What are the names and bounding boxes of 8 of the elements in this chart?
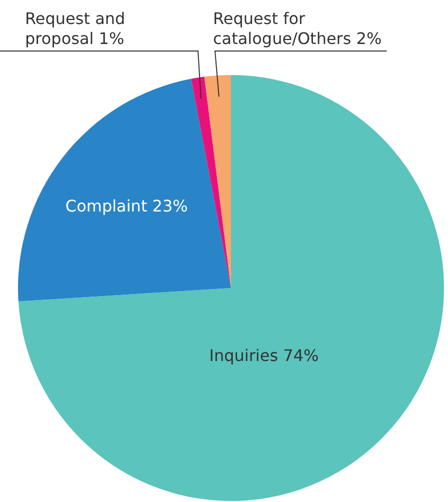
pie-slice (204, 75, 231, 288)
pie-slice (18, 75, 444, 501)
slice-label: Request for catalogue/Others 2% (213, 9, 382, 48)
slice-label: Inquiries 74% (209, 346, 319, 365)
slice-label: Request and proposal 1% (25, 9, 126, 48)
slice-label: Complaint 23% (65, 196, 188, 216)
pie-slice (18, 78, 231, 302)
pie-slice (191, 76, 231, 288)
